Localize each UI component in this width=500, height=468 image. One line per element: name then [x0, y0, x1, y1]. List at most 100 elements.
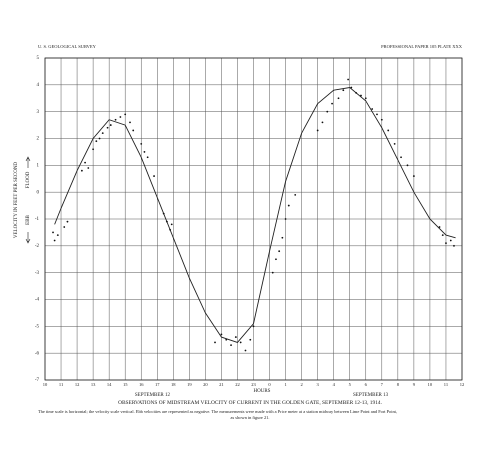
- y-tick-label: 1: [37, 163, 40, 168]
- y-tick-label: -7: [35, 378, 40, 383]
- observation-point: [92, 148, 95, 151]
- observation-point: [441, 234, 444, 237]
- observation-point: [56, 234, 59, 237]
- caption-line: as shown in figure 21.: [231, 415, 270, 420]
- y-tick-label: 4: [37, 83, 40, 88]
- x-tick-label: 12: [75, 382, 80, 387]
- x-tick-label: 21: [219, 382, 224, 387]
- observation-point: [162, 212, 165, 215]
- x-tick-label: 5: [349, 382, 352, 387]
- observation-point: [66, 220, 69, 223]
- x-tick-label: 8: [397, 382, 400, 387]
- observation-point: [244, 349, 247, 352]
- x-tick-label: 10: [428, 382, 433, 387]
- x-axis-label: HOURS: [254, 389, 271, 394]
- observation-point: [170, 223, 173, 226]
- observation-point: [438, 226, 441, 228]
- observation-point: [321, 121, 324, 124]
- observation-point: [445, 242, 447, 245]
- observation-point: [406, 164, 409, 167]
- observation-point: [230, 344, 232, 347]
- x-tick-label: 22: [235, 382, 240, 387]
- caption-line: The time scale is horizontal; the veloci…: [38, 409, 397, 415]
- observation-point: [271, 271, 274, 274]
- observation-point: [364, 97, 367, 100]
- x-tick-label: 11: [59, 382, 63, 387]
- observation-point: [87, 167, 90, 169]
- observation-point: [281, 236, 284, 239]
- x-tick-label: 14: [107, 382, 112, 387]
- observation-point: [101, 132, 104, 135]
- observation-point: [453, 244, 455, 247]
- x-tick-label: 23: [251, 382, 256, 387]
- observation-point: [350, 86, 353, 89]
- observation-point: [294, 193, 297, 196]
- ebb-arrow: [25, 232, 31, 244]
- y-tick-label: -1: [35, 217, 40, 222]
- y-tick-label: -3: [35, 271, 40, 276]
- observation-point: [239, 341, 242, 344]
- x-tick-label: 12: [460, 382, 465, 387]
- y-tick-label: -2: [35, 244, 40, 249]
- observation-point: [140, 142, 143, 145]
- observation-point: [412, 175, 415, 177]
- observation-point: [146, 156, 149, 159]
- observation-point: [337, 97, 340, 100]
- observation-point: [371, 108, 374, 110]
- observation-point: [360, 94, 362, 97]
- date-label: SEPTEMBER 12: [135, 393, 171, 398]
- observation-point: [143, 151, 146, 153]
- observation-point: [98, 137, 101, 140]
- y-tick-label: 3: [37, 110, 40, 115]
- y-axis-label: VELOCITY IN FEET PER SECOND: [14, 162, 19, 239]
- observation-point: [63, 226, 66, 228]
- observation-point: [376, 113, 378, 116]
- x-tick-label: 7: [381, 382, 384, 387]
- observation-point: [278, 250, 281, 253]
- ebb-label: EBB: [26, 214, 31, 224]
- velocity-curve: [54, 87, 456, 343]
- x-tick-label: 15: [123, 382, 128, 387]
- observation-point: [214, 341, 216, 344]
- observation-point: [165, 220, 168, 223]
- y-tick-label: 5: [37, 56, 40, 61]
- y-tick-label: 2: [37, 137, 40, 142]
- observation-point: [84, 161, 86, 164]
- x-tick-label: 2: [300, 382, 302, 387]
- observation-point: [275, 258, 277, 261]
- header-left: U. S. GEOLOGICAL SURVEY: [38, 44, 97, 49]
- x-tick-label: 1: [284, 382, 286, 387]
- observation-point: [153, 175, 155, 177]
- x-tick-label: 9: [413, 382, 416, 387]
- observation-point: [393, 142, 396, 145]
- observation-point: [326, 110, 329, 113]
- observation-point: [52, 231, 54, 234]
- observation-point: [252, 325, 255, 328]
- x-tick-label: 6: [365, 382, 368, 387]
- flood-label: FLOOD: [26, 171, 31, 188]
- observation-point: [287, 204, 290, 207]
- observation-point: [225, 338, 228, 341]
- observation-point: [220, 333, 223, 336]
- chart-title: OBSERVATIONS OF MIDSTREAM VELOCITY OF CU…: [118, 400, 382, 406]
- flood-arrow: [25, 156, 31, 168]
- observation-point: [80, 169, 83, 172]
- observation-point: [400, 156, 402, 159]
- y-tick-label: -6: [35, 351, 40, 356]
- observation-point: [355, 91, 358, 94]
- plot-frame: [44, 57, 463, 381]
- x-tick-label: 20: [203, 382, 208, 387]
- x-tick-label: 0: [268, 382, 271, 387]
- date-label: SEPTEMBER 13: [353, 393, 389, 398]
- x-tick-label: 17: [155, 382, 160, 387]
- observation-point: [169, 228, 172, 231]
- y-tick-label: -5: [35, 324, 40, 329]
- observation-point: [342, 89, 345, 92]
- observation-point: [114, 118, 117, 121]
- observation-point: [124, 113, 127, 116]
- x-tick-label: 16: [139, 382, 144, 387]
- x-tick-label: 10: [43, 382, 48, 387]
- observation-point: [316, 129, 319, 132]
- x-tick-label: 11: [444, 382, 448, 387]
